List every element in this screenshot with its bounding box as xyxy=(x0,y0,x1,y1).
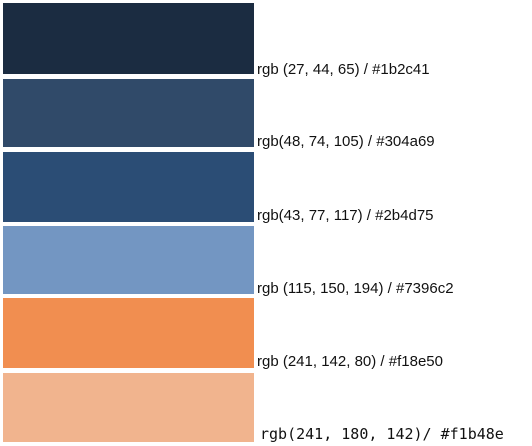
swatch-6 xyxy=(3,373,254,442)
swatch-2 xyxy=(3,79,254,147)
swatch-1-label: rgb (27, 44, 65) / #1b2c41 xyxy=(257,61,430,78)
swatch-3 xyxy=(3,152,254,222)
swatch-5 xyxy=(3,298,254,368)
swatch-4-label: rgb (115, 150, 194) / #7396c2 xyxy=(257,280,454,297)
swatch-6-label: rgb(241, 180, 142)/ #f1b48e xyxy=(260,425,504,443)
swatch-1 xyxy=(3,3,254,74)
swatch-4 xyxy=(3,226,254,294)
swatch-3-label: rgb(43, 77, 117) / #2b4d75 xyxy=(257,207,434,224)
swatch-5-label: rgb (241, 142, 80) / #f18e50 xyxy=(257,353,443,370)
swatch-2-label: rgb(48, 74, 105) / #304a69 xyxy=(257,133,435,150)
